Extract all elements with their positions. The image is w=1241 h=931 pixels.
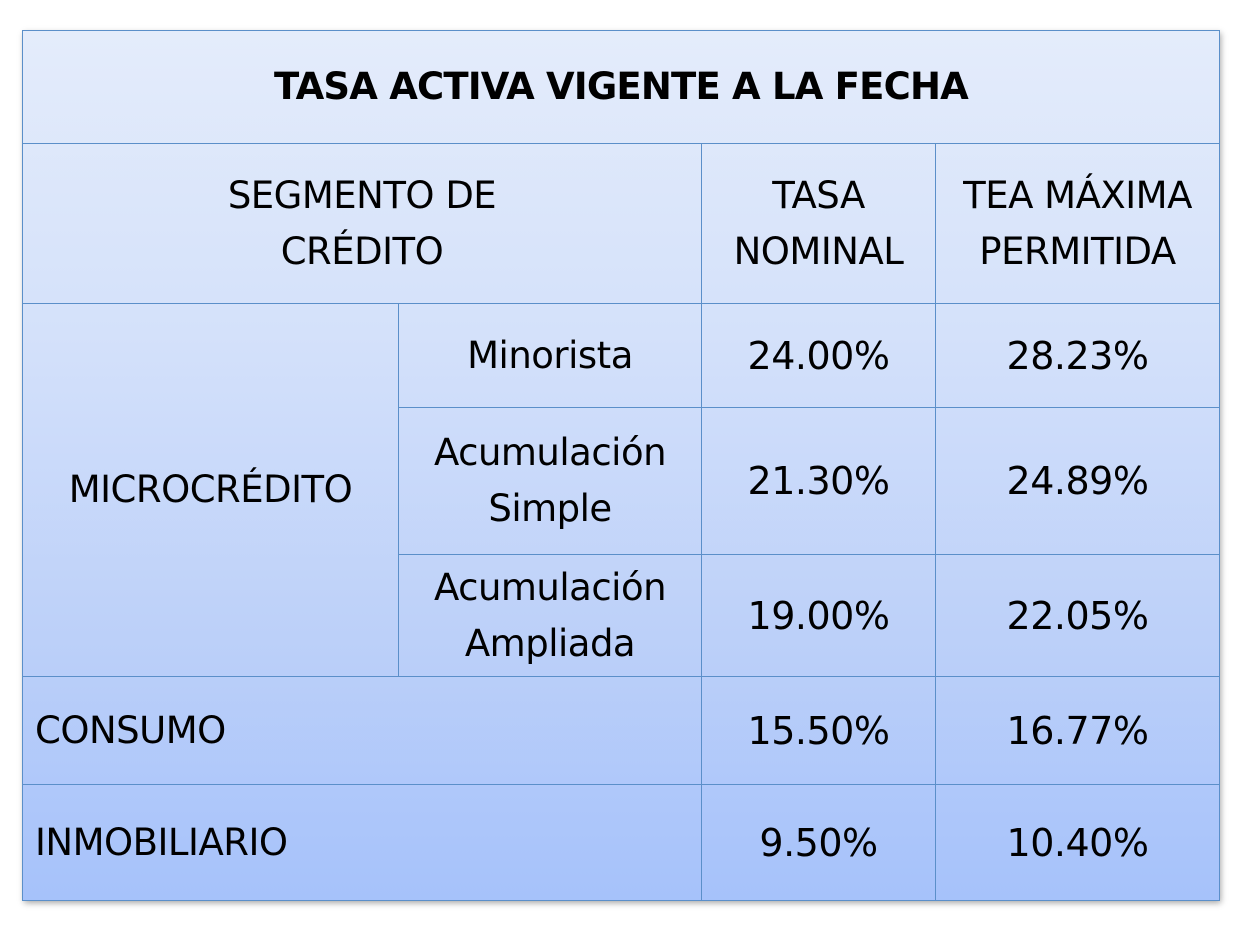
tea-rate-cell: 24.89% xyxy=(935,407,1220,555)
header-tea: TEA MÁXIMA PERMITIDA xyxy=(935,143,1220,304)
table-row: CONSUMO 15.50% 16.77% xyxy=(22,676,1220,785)
inmobiliario-label: INMOBILIARIO xyxy=(22,784,702,901)
tea-rate-cell: 28.23% xyxy=(935,303,1220,408)
subsegment-line1: Acumulación xyxy=(433,565,667,609)
header-row: SEGMENTO DE CRÉDITO TASA NOMINAL TEA MÁX… xyxy=(22,143,1220,304)
subsegment-acumulacion-ampliada: Acumulación Ampliada xyxy=(398,554,702,677)
nominal-rate-cell: 9.50% xyxy=(701,784,936,901)
subsegment-line2: Ampliada xyxy=(464,621,636,665)
nominal-rate-cell: 19.00% xyxy=(701,554,936,677)
nominal-rate-cell: 15.50% xyxy=(701,676,936,785)
table-row: MICROCRÉDITO Minorista 24.00% 28.23% xyxy=(22,303,1220,677)
header-nominal: TASA NOMINAL xyxy=(701,143,936,304)
table-row: INMOBILIARIO 9.50% 10.40% xyxy=(22,784,1220,901)
tea-rate-cell: 22.05% xyxy=(935,554,1220,677)
header-nominal-line1: TASA xyxy=(772,173,865,217)
subsegment-line2: Simple xyxy=(488,487,612,530)
subsegment-line1: Acumulación xyxy=(433,431,667,474)
header-nominal-line2: NOMINAL xyxy=(733,229,904,273)
header-segment-line2: CRÉDITO xyxy=(280,229,444,273)
header-tea-line2: PERMITIDA xyxy=(979,229,1176,273)
tea-rate-cell: 10.40% xyxy=(935,784,1220,901)
header-tea-line1: TEA MÁXIMA xyxy=(963,173,1192,217)
subsegment-acumulacion-simple: Acumulación Simple xyxy=(398,407,702,555)
microcredito-label: MICROCRÉDITO xyxy=(22,303,399,677)
rates-table: TASA ACTIVA VIGENTE A LA FECHA SEGMENTO … xyxy=(22,30,1220,901)
consumo-label: CONSUMO xyxy=(22,676,702,785)
table-row: Acumulación Simple 21.30% 24.89% xyxy=(23,407,1220,555)
rates-table-container: TASA ACTIVA VIGENTE A LA FECHA SEGMENTO … xyxy=(22,30,1220,901)
table-row: Acumulación Ampliada 19.00% 22.05% xyxy=(23,554,1220,677)
nominal-rate-cell: 24.00% xyxy=(701,303,936,408)
title-row: TASA ACTIVA VIGENTE A LA FECHA xyxy=(22,30,1220,144)
subsegment-minorista: Minorista xyxy=(398,303,702,408)
header-segment: SEGMENTO DE CRÉDITO xyxy=(22,143,702,304)
nominal-rate-cell: 21.30% xyxy=(701,407,936,555)
tea-rate-cell: 16.77% xyxy=(935,676,1220,785)
table-title: TASA ACTIVA VIGENTE A LA FECHA xyxy=(22,30,1220,144)
header-segment-line1: SEGMENTO DE xyxy=(227,173,497,217)
